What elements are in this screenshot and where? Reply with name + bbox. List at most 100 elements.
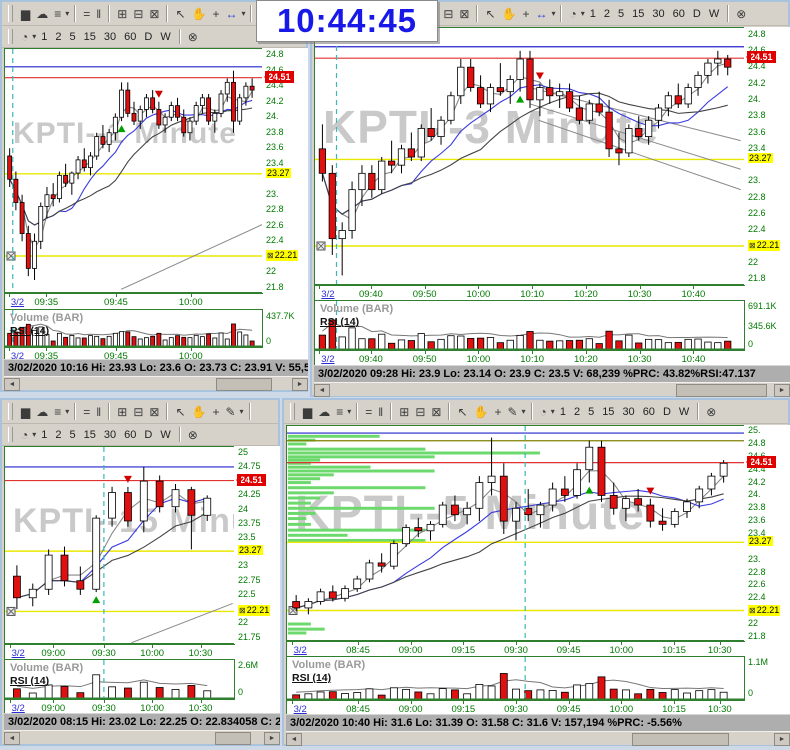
price-plot[interactable] bbox=[5, 447, 235, 644]
volume-pane[interactable]: Volume (BAR) RSI (14) bbox=[4, 659, 235, 699]
scroll-left-arrow[interactable]: ◄ bbox=[4, 732, 20, 745]
draw-tool-icon[interactable]: ✎ bbox=[225, 404, 236, 419]
chart-area[interactable]: KPTI--1 Minute bbox=[4, 48, 263, 293]
pointer-tool-icon[interactable]: ↖ bbox=[485, 6, 496, 21]
cloud-icon[interactable]: ☁ bbox=[36, 404, 49, 419]
timeframe-D[interactable]: D bbox=[692, 7, 701, 20]
timeframe-30[interactable]: 30 bbox=[622, 405, 635, 418]
timeframe-2[interactable]: 2 bbox=[603, 7, 610, 20]
pointer-tool-icon[interactable]: ↖ bbox=[457, 404, 468, 419]
close-window-icon[interactable]: ⊠ bbox=[431, 404, 442, 419]
scroll-left-arrow[interactable]: ◄ bbox=[314, 384, 330, 397]
dropdown-icon[interactable]: ▾ bbox=[521, 406, 526, 416]
crosshair-tool-icon[interactable]: + bbox=[212, 404, 220, 419]
horizontal-scrollbar[interactable]: ◄ ► bbox=[314, 382, 790, 397]
pause-icon[interactable]: ‖ bbox=[378, 404, 384, 419]
scroll-thumb[interactable] bbox=[215, 732, 252, 745]
dropdown-icon[interactable]: ▾ bbox=[239, 406, 244, 416]
dropdown-icon[interactable]: ▾ bbox=[550, 406, 555, 416]
horizontal-line-tool-icon[interactable]: ↔ bbox=[225, 6, 238, 21]
chart-area[interactable]: KPTI--5 Minute bbox=[286, 425, 745, 641]
pointer-tool-icon[interactable]: ↖ bbox=[175, 6, 186, 21]
clock-window[interactable]: 10:44:45 bbox=[256, 0, 438, 42]
chart-area[interactable]: KPTI--3 Minute bbox=[314, 27, 745, 285]
scroll-thumb[interactable] bbox=[632, 733, 729, 746]
timeframe-5[interactable]: 5 bbox=[588, 405, 595, 418]
timeframe-2[interactable]: 2 bbox=[55, 30, 62, 43]
timeframe-5[interactable]: 5 bbox=[69, 30, 76, 43]
timeframe-W[interactable]: W bbox=[678, 405, 690, 418]
chart-type-icon[interactable]: ▆ bbox=[21, 6, 31, 21]
timeframe-30[interactable]: 30 bbox=[103, 30, 117, 43]
crosshair-tool-icon[interactable]: + bbox=[522, 6, 530, 21]
studies-icon[interactable]: ≡ bbox=[54, 404, 62, 419]
price-plot[interactable] bbox=[5, 49, 263, 293]
tile-windows-icon[interactable]: ⊞ bbox=[117, 6, 128, 21]
horizontal-scrollbar[interactable]: ◄ ► bbox=[4, 730, 280, 745]
timeframe-2[interactable]: 2 bbox=[573, 405, 581, 418]
timeframe-1[interactable]: 1 bbox=[559, 405, 566, 418]
tile-windows-icon[interactable]: ⊞ bbox=[117, 404, 128, 419]
volume-pane[interactable]: Volume (BAR) RSI (14) bbox=[286, 656, 745, 700]
scroll-left-arrow[interactable]: ◄ bbox=[286, 733, 302, 746]
close-window-icon[interactable]: ⊠ bbox=[149, 6, 160, 21]
scroll-right-arrow[interactable]: ► bbox=[292, 378, 308, 391]
cascade-windows-icon[interactable]: ⊟ bbox=[415, 404, 426, 419]
dropdown-icon[interactable]: ▾ bbox=[32, 429, 37, 439]
cascade-windows-icon[interactable]: ⊟ bbox=[133, 6, 144, 21]
hand-tool-icon[interactable]: ✋ bbox=[191, 6, 207, 21]
horizontal-line-tool-icon[interactable]: ↔ bbox=[535, 6, 548, 21]
scroll-left-arrow[interactable]: ◄ bbox=[4, 378, 20, 391]
timeframe-60[interactable]: 60 bbox=[124, 428, 137, 441]
close-window-icon[interactable]: ⊠ bbox=[149, 404, 160, 419]
close-chart-icon[interactable]: ⊗ bbox=[187, 427, 198, 442]
draw-tool-icon[interactable]: ✎ bbox=[507, 404, 518, 419]
cascade-windows-icon[interactable]: ⊟ bbox=[133, 404, 144, 419]
timeframe-D[interactable]: D bbox=[144, 428, 153, 441]
dropdown-icon[interactable]: ▾ bbox=[65, 406, 70, 416]
equals-icon[interactable]: = bbox=[83, 404, 91, 419]
hand-tool-icon[interactable]: ✋ bbox=[191, 404, 207, 419]
close-window-icon[interactable]: ⊠ bbox=[459, 6, 470, 21]
timeframe-1[interactable]: 1 bbox=[41, 30, 48, 43]
dropdown-icon[interactable]: ▾ bbox=[65, 8, 70, 18]
price-plot[interactable] bbox=[315, 28, 745, 285]
pause-icon[interactable]: ‖ bbox=[96, 6, 102, 21]
equals-icon[interactable]: = bbox=[365, 404, 373, 419]
timeframe-2[interactable]: 2 bbox=[55, 428, 62, 441]
dropdown-icon[interactable]: ▾ bbox=[32, 31, 37, 41]
clock-period-icon[interactable]: ◔ bbox=[569, 6, 577, 21]
tile-windows-icon[interactable]: ⊞ bbox=[399, 404, 410, 419]
scroll-right-arrow[interactable]: ► bbox=[774, 733, 790, 746]
cascade-windows-icon[interactable]: ⊟ bbox=[443, 6, 454, 21]
volume-pane[interactable]: Volume (BAR) RSI (14) bbox=[4, 309, 263, 347]
close-chart-icon[interactable]: ⊗ bbox=[706, 404, 717, 419]
volume-plot[interactable] bbox=[315, 301, 745, 350]
pointer-tool-icon[interactable]: ↖ bbox=[175, 404, 186, 419]
timeframe-1[interactable]: 1 bbox=[41, 428, 48, 441]
clock-period-icon[interactable]: ◔ bbox=[21, 29, 29, 44]
timeframe-15[interactable]: 15 bbox=[83, 30, 96, 43]
chart-area[interactable]: KPTI--15 Minute bbox=[4, 446, 235, 644]
timeframe-5[interactable]: 5 bbox=[618, 7, 625, 20]
timeframe-W[interactable]: W bbox=[160, 428, 171, 441]
hand-tool-icon[interactable]: ✋ bbox=[473, 404, 489, 419]
dropdown-icon[interactable]: ▾ bbox=[551, 8, 556, 18]
cloud-icon[interactable]: ☁ bbox=[318, 404, 331, 419]
dropdown-icon[interactable]: ▾ bbox=[347, 406, 352, 416]
timeframe-15[interactable]: 15 bbox=[632, 7, 645, 20]
dropdown-icon[interactable]: ▾ bbox=[241, 8, 246, 18]
studies-icon[interactable]: ≡ bbox=[336, 404, 344, 419]
dropdown-icon[interactable]: ▾ bbox=[580, 8, 585, 18]
timeframe-1[interactable]: 1 bbox=[589, 7, 596, 20]
timeframe-D[interactable]: D bbox=[144, 30, 153, 43]
scroll-right-arrow[interactable]: ► bbox=[774, 384, 790, 397]
timeframe-60[interactable]: 60 bbox=[642, 405, 655, 418]
timeframe-60[interactable]: 60 bbox=[672, 7, 685, 20]
timeframe-D[interactable]: D bbox=[662, 405, 671, 418]
timeframe-15[interactable]: 15 bbox=[602, 405, 615, 418]
equals-icon[interactable]: = bbox=[83, 6, 91, 21]
volume-pane[interactable]: Volume (BAR) RSI (14) bbox=[314, 300, 745, 350]
scroll-thumb[interactable] bbox=[676, 384, 768, 397]
chart-type-icon[interactable]: ▆ bbox=[303, 404, 313, 419]
